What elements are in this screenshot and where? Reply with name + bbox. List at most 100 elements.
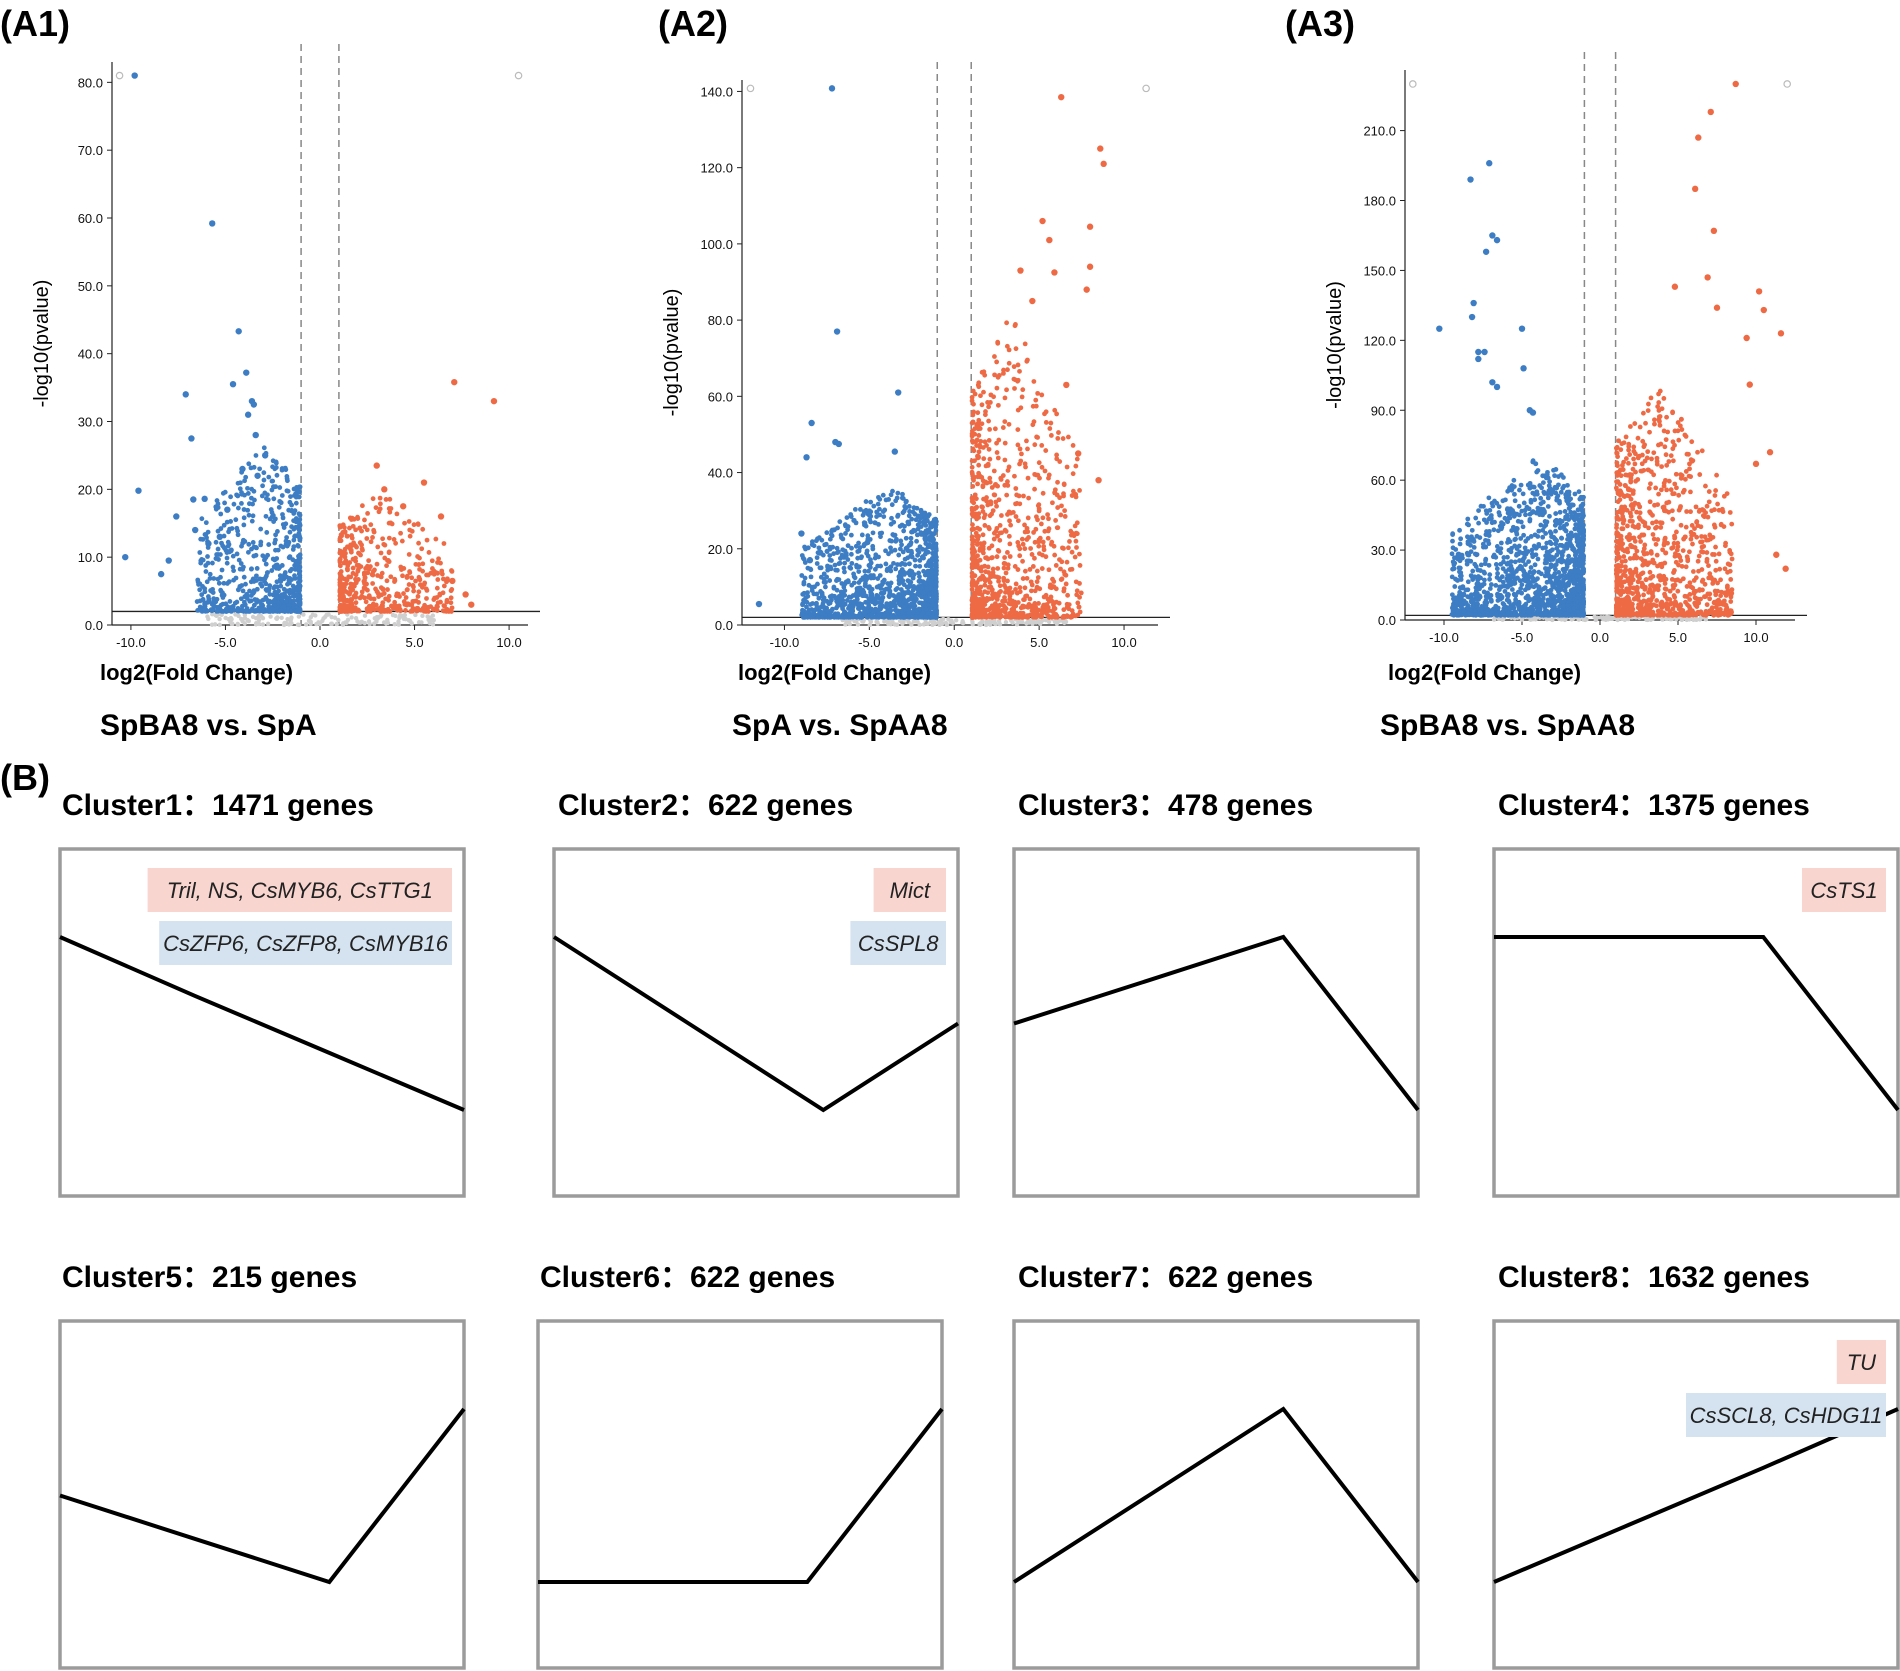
- ns-point: [246, 618, 251, 624]
- down-point: [272, 599, 278, 604]
- up-point: [440, 576, 446, 582]
- up-point: [1057, 495, 1063, 501]
- down-point: [871, 608, 877, 614]
- down-point: [1521, 500, 1527, 506]
- up-point: [1070, 488, 1076, 494]
- down-point: [842, 609, 847, 615]
- ns-point: [861, 619, 866, 624]
- up-point: [1074, 545, 1079, 550]
- down-point: [927, 573, 932, 579]
- up-point: [403, 608, 408, 613]
- up-point: [1048, 420, 1054, 426]
- down-point: [262, 575, 268, 581]
- down-point: [845, 527, 850, 533]
- up-point: [419, 546, 425, 552]
- up-point: [984, 614, 989, 620]
- down-point: [927, 535, 933, 540]
- up-point: [1018, 458, 1024, 464]
- up-point: [1004, 492, 1010, 498]
- down-point: [925, 611, 931, 616]
- down-point: [243, 609, 249, 614]
- down-point: [918, 509, 924, 515]
- up-point: [385, 587, 390, 592]
- up-point: [976, 449, 982, 455]
- up-point: [1060, 545, 1065, 551]
- down-point: [878, 586, 884, 591]
- down-point: [202, 607, 208, 612]
- down-point: [204, 535, 209, 541]
- up-point: [386, 608, 392, 614]
- down-point: [907, 509, 912, 514]
- up-point: [386, 549, 392, 555]
- up-point: [442, 603, 447, 609]
- up-point: [1016, 614, 1022, 620]
- ns-point: [420, 613, 425, 619]
- panel-label-a2: (A2): [658, 3, 728, 44]
- up-point: [439, 568, 445, 574]
- down-point: [201, 495, 208, 503]
- up-point: [1070, 443, 1076, 448]
- up-point: [986, 525, 992, 530]
- down-point: [863, 578, 869, 583]
- up-point: [368, 539, 374, 545]
- down-point: [264, 570, 270, 576]
- down-point: [173, 513, 180, 520]
- x-tick-label: 0.0: [311, 635, 329, 650]
- y-tick-label: 70.0: [78, 143, 103, 158]
- down-point: [258, 526, 264, 532]
- up-point: [424, 587, 430, 593]
- down-point: [202, 589, 208, 595]
- down-point: [1541, 480, 1546, 486]
- up-point: [1048, 594, 1054, 600]
- up-point: [1069, 549, 1075, 555]
- up-point: [985, 597, 991, 602]
- up-point: [1015, 442, 1021, 448]
- down-point: [1566, 553, 1572, 559]
- down-point: [220, 490, 226, 496]
- down-point: [886, 497, 892, 502]
- down-point: [879, 597, 885, 603]
- down-point: [1491, 527, 1497, 533]
- up-point: [337, 523, 343, 529]
- up-point: [1027, 596, 1033, 602]
- down-point: [1482, 570, 1487, 576]
- down-point: [210, 560, 215, 566]
- down-point: [1510, 508, 1515, 513]
- y-tick-label: 60.0: [78, 211, 103, 226]
- up-point: [417, 576, 423, 582]
- up-point: [1005, 483, 1011, 488]
- down-point: [894, 536, 899, 542]
- up-point: [1041, 594, 1047, 600]
- up-point: [420, 526, 426, 532]
- down-point: [261, 452, 269, 459]
- down-point: [895, 513, 900, 519]
- up-point: [996, 604, 1001, 610]
- down-point: [931, 552, 937, 558]
- down-point: [920, 554, 926, 559]
- comparison-title: SpA vs. SpAA8: [732, 709, 948, 742]
- up-point: [1020, 387, 1026, 393]
- up-point: [1037, 475, 1042, 481]
- up-point: [1013, 581, 1019, 587]
- ns-point: [906, 619, 911, 625]
- down-point: [251, 579, 257, 584]
- down-point: [860, 512, 866, 518]
- up-point: [420, 479, 428, 486]
- down-point: [203, 520, 209, 526]
- up-point: [1073, 538, 1079, 544]
- ns-point: [336, 617, 341, 623]
- down-point: [800, 602, 805, 608]
- up-point: [413, 578, 418, 584]
- up-point: [353, 579, 359, 585]
- down-point: [212, 603, 217, 609]
- up-point: [1025, 515, 1031, 521]
- up-point: [1006, 360, 1012, 366]
- down-point: [235, 608, 241, 614]
- down-point: [859, 532, 865, 538]
- x-axis-label: log2(Fold Change): [100, 660, 293, 685]
- up-point: [1039, 443, 1045, 448]
- up-point: [1043, 409, 1049, 415]
- ns-point: [1530, 616, 1536, 622]
- ns-point: [329, 614, 334, 620]
- down-point: [848, 532, 854, 538]
